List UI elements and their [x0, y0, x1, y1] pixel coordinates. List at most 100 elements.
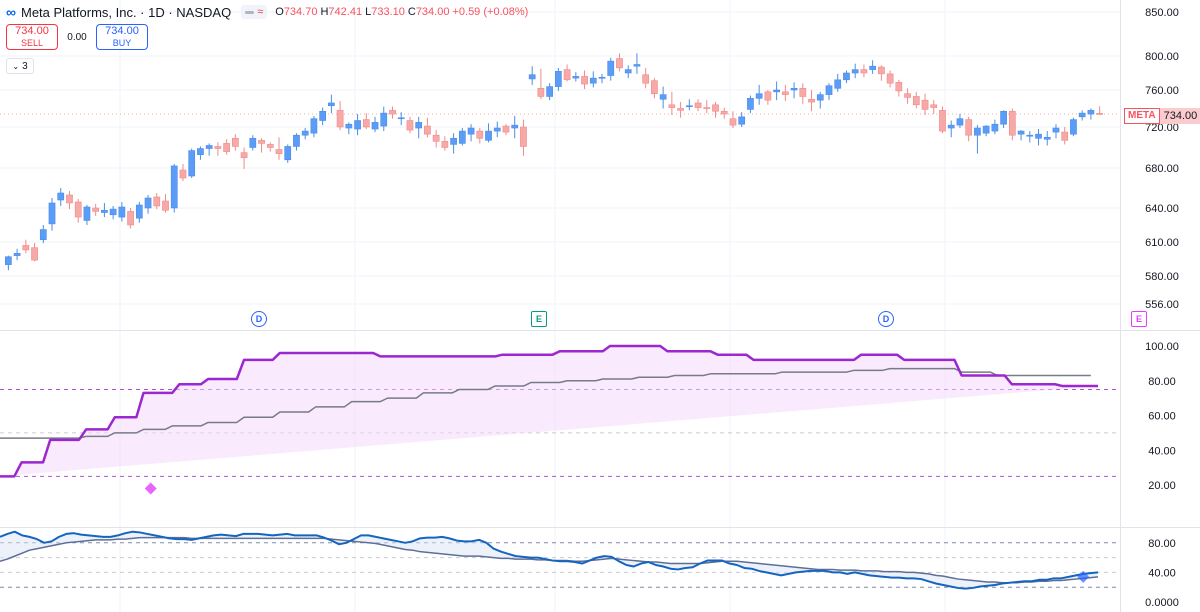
candle: [205, 143, 213, 156]
candle: [301, 128, 309, 140]
signal-diamond-marker: [1077, 570, 1090, 583]
buy-label: BUY: [112, 38, 132, 48]
sell-label: SELL: [20, 38, 44, 48]
candle: [773, 81, 780, 101]
symbol-legend[interactable]: ∞ Meta Platforms, Inc. · 1D · NASDAQ ≈ O…: [6, 3, 531, 21]
candle: [328, 94, 335, 114]
candle: [48, 198, 56, 231]
candle: [1087, 108, 1095, 120]
legend-visibility-pill[interactable]: ≈: [241, 5, 268, 19]
candle: [92, 204, 100, 216]
candle-body: [642, 74, 650, 84]
dividend-marker[interactable]: D: [878, 311, 894, 327]
candle: [31, 243, 38, 262]
candle-body: [170, 165, 178, 209]
earnings-marker-upcoming[interactable]: E: [1131, 311, 1147, 327]
candle-body: [240, 152, 248, 159]
ohlc-value: 734.00: [415, 6, 450, 18]
candle: [738, 112, 746, 127]
buy-button[interactable]: 734.00 BUY: [96, 24, 148, 50]
candle: [1096, 106, 1103, 115]
candle-body: [755, 93, 763, 99]
candle: [476, 128, 484, 144]
candle-body: [808, 98, 815, 103]
candle-body: [432, 134, 440, 142]
candle: [153, 193, 161, 210]
candle-body: [878, 66, 885, 75]
indicator-axis-tick-label: 60.00: [1148, 411, 1176, 423]
candle: [747, 95, 754, 114]
spread-value: 0.00: [67, 31, 87, 43]
candle-body: [502, 125, 510, 133]
candle-body: [450, 137, 457, 145]
candle-body: [371, 122, 379, 130]
candle: [546, 83, 553, 101]
candle: [781, 84, 789, 102]
candle-body: [930, 104, 938, 108]
candle-body: [231, 137, 239, 147]
sell-button[interactable]: 734.00 SELL: [6, 24, 58, 50]
candle-body: [764, 91, 772, 101]
candle-body: [223, 143, 230, 152]
ohlc-value: 734.70: [283, 6, 318, 18]
earnings-marker[interactable]: E: [531, 311, 547, 327]
candle: [101, 203, 108, 218]
candle-body: [598, 76, 606, 79]
candle-body: [860, 69, 868, 74]
candle-body: [659, 94, 667, 100]
candle: [834, 73, 842, 92]
candle-body: [380, 112, 388, 127]
candle-body: [616, 58, 623, 69]
candle-body: [101, 209, 108, 213]
candle-body: [319, 110, 327, 121]
candle: [424, 117, 431, 138]
price-axis[interactable]: 850.00 800.00 760.00 720.00 680.00 640.00 610.…: [1145, 7, 1179, 609]
candle: [685, 99, 693, 111]
indicators-toggle-button[interactable]: ⌄ 3: [6, 58, 34, 74]
candle-body: [179, 169, 187, 179]
candle-body: [581, 76, 588, 85]
price-axis-tick-label: 800.00: [1145, 51, 1179, 63]
candle: [258, 138, 265, 153]
candle: [555, 67, 562, 91]
dividend-marker[interactable]: D: [251, 311, 267, 327]
candle-body: [493, 127, 501, 132]
price-axis-tick-label: 640.00: [1145, 203, 1179, 215]
candle-body: [214, 146, 222, 149]
candle: [878, 65, 885, 81]
main-line: [0, 530, 1099, 590]
price-tag-value: 734.00: [1159, 108, 1200, 124]
candle-body: [781, 91, 789, 95]
candle: [764, 90, 772, 105]
candle: [197, 146, 204, 160]
candle: [694, 99, 702, 112]
candle-body: [197, 148, 204, 155]
signal-line: [0, 367, 1091, 439]
candle: [982, 125, 990, 137]
candle-body: [851, 69, 859, 74]
ohlc-key: L: [365, 6, 372, 18]
price-axis-tick-label: 720.00: [1145, 122, 1179, 134]
symbol-title[interactable]: Meta Platforms, Inc. · 1D · NASDAQ: [20, 4, 232, 20]
ohlc-value: 742.41: [328, 6, 363, 18]
indicator-panes: [0, 344, 1120, 590]
candle: [266, 142, 274, 152]
candle: [231, 134, 239, 151]
indicator-axis-tick-label: 40.00: [1148, 567, 1176, 579]
candle-body: [162, 200, 169, 211]
candle-body: [685, 105, 693, 108]
ohlc-value: +0.59 (+0.08%): [452, 6, 529, 18]
candle-body: [668, 104, 676, 108]
candle-body: [5, 256, 12, 265]
candle: [1043, 131, 1051, 146]
candle: [642, 67, 650, 89]
ohlc-values: O734.70 H742.41 L733.10 C734.00 +0.59 (+0.08…: [275, 6, 531, 18]
candles-series: [5, 53, 1103, 271]
candle: [677, 102, 684, 118]
candle-body: [118, 206, 126, 218]
candle: [144, 195, 152, 214]
candle-body: [956, 118, 964, 126]
candle: [493, 121, 501, 138]
candle: [790, 82, 798, 99]
